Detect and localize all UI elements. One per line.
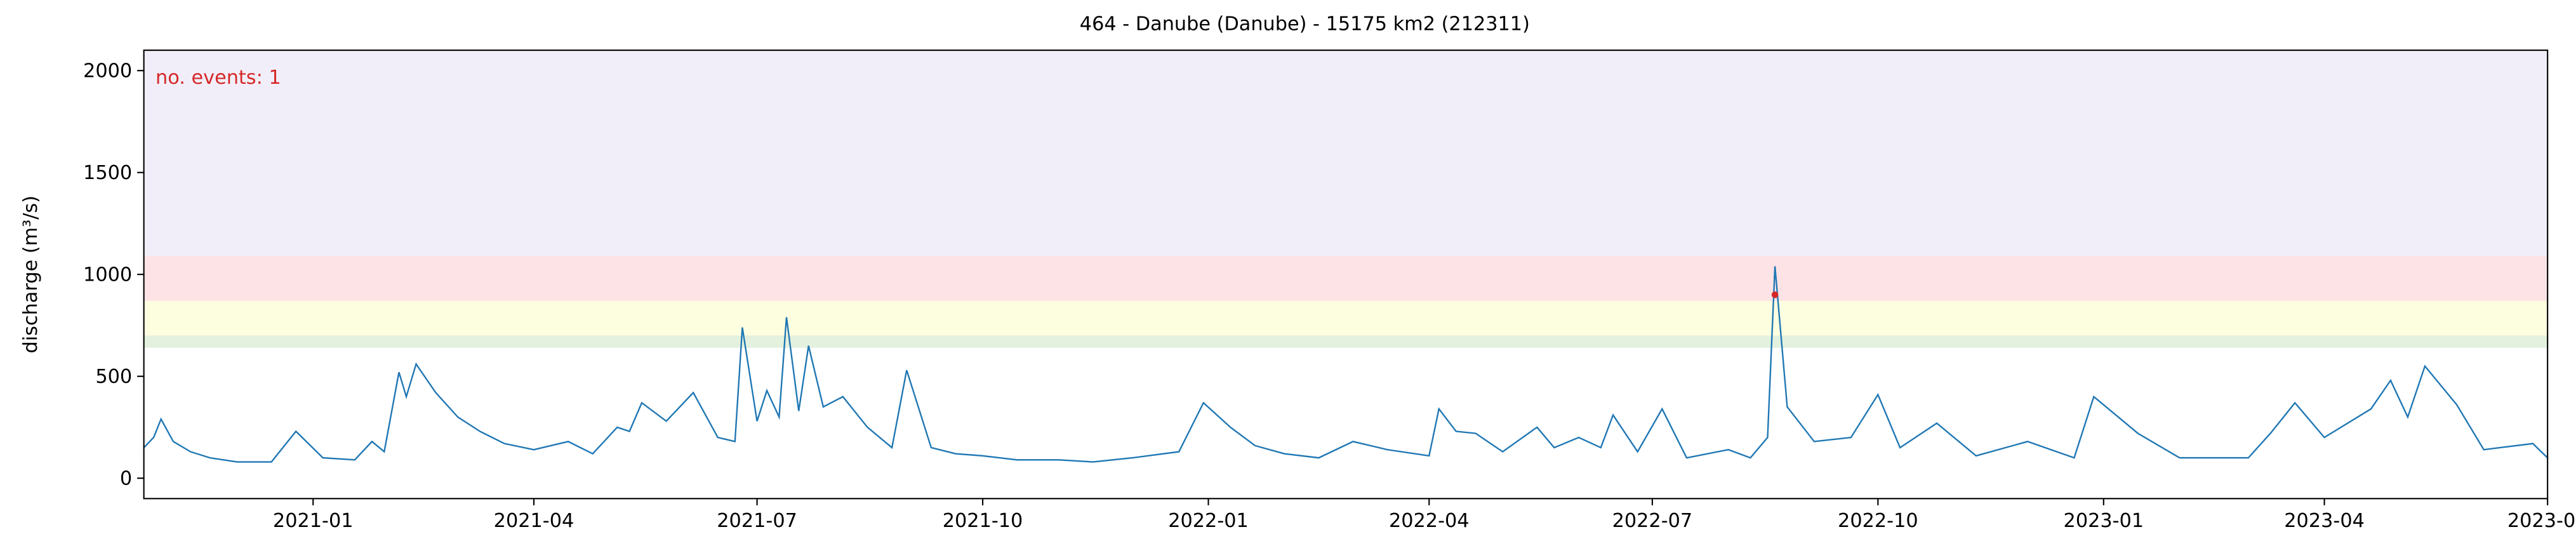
discharge-line xyxy=(143,266,2549,463)
event-point xyxy=(1771,291,1779,298)
y-tick-label: 500 xyxy=(95,366,132,388)
y-axis-label: discharge (m³/s) xyxy=(20,196,42,354)
x-tick-label: 2023-04 xyxy=(2284,510,2365,532)
x-tick-label: 2023-01 xyxy=(2064,510,2144,532)
x-tick-label: 2021-07 xyxy=(717,510,797,532)
threshold-band xyxy=(143,300,2548,336)
x-tick-label: 2023-07 xyxy=(2507,510,2576,532)
x-tick-label: 2022-01 xyxy=(1168,510,1249,532)
x-tick-label: 2022-10 xyxy=(1838,510,1918,532)
event-count: no. events: 1 xyxy=(156,67,281,89)
x-tick-label: 2021-10 xyxy=(943,510,1023,532)
threshold-band xyxy=(143,50,2548,257)
y-tick-label: 1500 xyxy=(83,162,132,184)
x-tick-label: 2022-04 xyxy=(1389,510,1470,532)
x-tick-label: 2022-07 xyxy=(1612,510,1693,532)
y-tick-label: 2000 xyxy=(83,60,132,83)
y-tick-label: 0 xyxy=(120,468,132,490)
chart-title: 464 - Danube (Danube) - 15175 km2 (21231… xyxy=(1080,13,1530,35)
threshold-band xyxy=(143,256,2548,301)
x-tick-label: 2021-01 xyxy=(273,510,354,532)
threshold-band xyxy=(143,335,2548,348)
plot-frame xyxy=(143,50,2549,500)
x-tick-label: 2021-04 xyxy=(494,510,574,532)
y-tick-label: 1000 xyxy=(83,264,132,286)
